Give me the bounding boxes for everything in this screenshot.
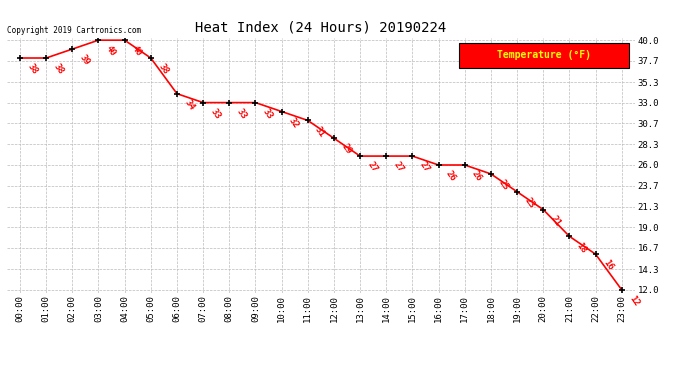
FancyBboxPatch shape	[459, 43, 629, 68]
Text: 26: 26	[444, 169, 457, 183]
Text: Temperature (°F): Temperature (°F)	[497, 50, 591, 60]
Text: 39: 39	[78, 53, 91, 67]
Text: 38: 38	[157, 62, 170, 76]
Text: Copyright 2019 Cartronics.com: Copyright 2019 Cartronics.com	[7, 26, 141, 35]
Text: 25: 25	[497, 178, 510, 192]
Text: 31: 31	[313, 124, 327, 138]
Title: Heat Index (24 Hours) 20190224: Heat Index (24 Hours) 20190224	[195, 21, 446, 35]
Text: 33: 33	[235, 107, 248, 121]
Text: 27: 27	[418, 160, 431, 174]
Text: 29: 29	[339, 142, 353, 156]
Text: 33: 33	[208, 107, 222, 121]
Text: 40: 40	[104, 44, 117, 58]
Text: 27: 27	[366, 160, 380, 174]
Text: 33: 33	[261, 107, 275, 121]
Text: 32: 32	[287, 116, 301, 130]
Text: 23: 23	[522, 196, 536, 210]
Text: 12: 12	[627, 294, 641, 308]
Text: 38: 38	[52, 62, 66, 76]
Text: 26: 26	[471, 169, 484, 183]
Text: 34: 34	[183, 98, 196, 112]
Text: 21: 21	[549, 214, 562, 228]
Text: 18: 18	[575, 240, 589, 255]
Text: 38: 38	[26, 62, 39, 76]
Text: 27: 27	[392, 160, 405, 174]
Text: 16: 16	[601, 258, 615, 272]
Text: 40: 40	[130, 44, 144, 58]
